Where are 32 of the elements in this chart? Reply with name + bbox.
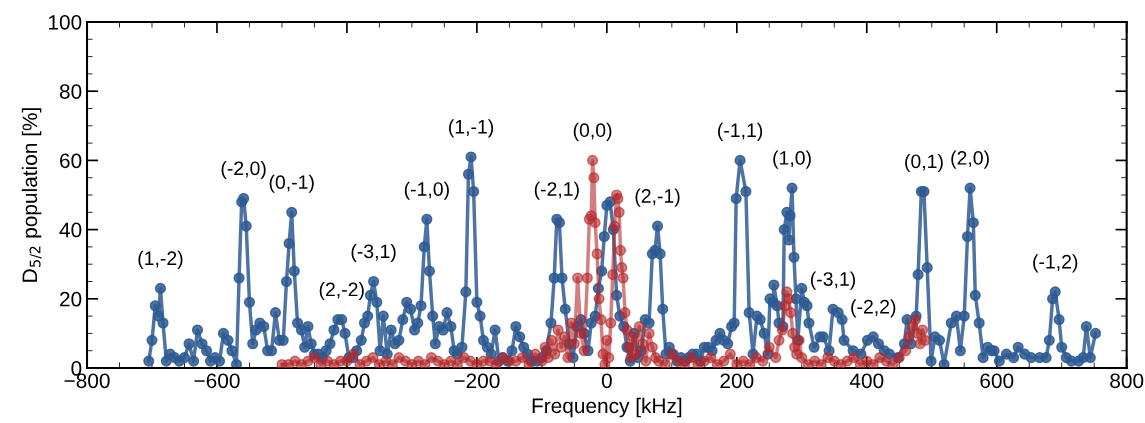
annotation: (-2,0) xyxy=(221,160,266,180)
annotation: (0,0) xyxy=(573,122,612,141)
annotation: (2,0) xyxy=(951,150,989,169)
x-tick-label: 600 xyxy=(980,373,1014,389)
x-tick-label: −600 xyxy=(194,373,240,389)
x-tick-label: 400 xyxy=(849,373,884,389)
annotation: (2,-2) xyxy=(319,282,364,301)
x-tick-label: 200 xyxy=(720,373,754,389)
annotation: (-3,1) xyxy=(351,243,396,263)
annotation: (1,-2) xyxy=(138,250,183,269)
x-tick-label: 800 xyxy=(1110,373,1144,389)
annotation: (-1,0) xyxy=(404,181,449,200)
annotation: (1,0) xyxy=(773,150,811,169)
x-tick-label: 0 xyxy=(601,373,612,389)
annotation: (1,-1) xyxy=(449,119,494,138)
annotation: (-2,2) xyxy=(851,299,896,318)
annotation: (2,-1) xyxy=(635,188,680,207)
annotation: (-1,1) xyxy=(718,122,763,141)
y-axis-title: D$_{5/2}$ population [%] xyxy=(21,108,42,282)
y-tick-label: 40 xyxy=(59,222,82,238)
annotation: (0,1) xyxy=(905,153,943,173)
x-tick-label: −400 xyxy=(324,373,370,389)
annotation: (-2,1) xyxy=(534,181,579,200)
y-tick-label: 80 xyxy=(59,84,82,99)
x-axis-title: Frequency [kHz] xyxy=(532,397,682,418)
y-tick-label: 20 xyxy=(60,291,82,307)
x-tick-label: −200 xyxy=(454,373,500,389)
y-tick-label: 60 xyxy=(60,153,82,169)
annotation: (-1,2) xyxy=(1033,254,1078,273)
annotation: (-3,1) xyxy=(810,271,855,290)
y-tick-label: 100 xyxy=(48,15,82,30)
annotation: (0,-1) xyxy=(269,174,314,193)
